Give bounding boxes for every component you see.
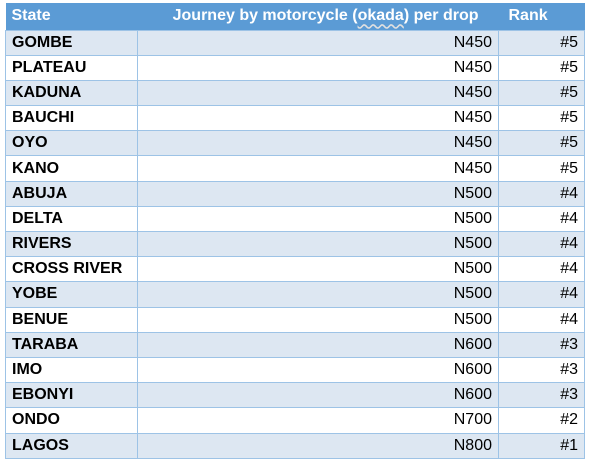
- rank-cell: #5: [498, 130, 585, 157]
- table-body: GOMBE N450 #5 PLATEAU N450 #5 KADUNA N450 #5 BAUC…: [5, 29, 585, 459]
- price-cell: N450: [137, 155, 499, 182]
- price-cell: N500: [137, 180, 499, 207]
- price-cell: N500: [137, 205, 499, 233]
- state-cell: YOBE: [5, 281, 138, 308]
- rank-cell: #2: [498, 407, 585, 434]
- rank-cell: #4: [498, 230, 585, 258]
- price-cell: N450: [137, 79, 499, 107]
- rank-cell: #3: [498, 382, 585, 409]
- table-row: DELTA N500 #4: [5, 205, 585, 233]
- rank-cell: #5: [498, 105, 585, 132]
- state-cell: BENUE: [5, 306, 138, 333]
- table-row: BENUE N500 #4: [5, 306, 585, 333]
- state-cell: OYO: [5, 130, 138, 157]
- header-row: State Journey by motorcycle (okada) per …: [5, 3, 585, 31]
- price-cell: N500: [137, 281, 499, 308]
- header-price-suffix: ) per drop: [403, 7, 479, 25]
- price-cell: N700: [137, 407, 499, 434]
- rank-cell: #4: [498, 256, 585, 283]
- state-cell: KANO: [5, 155, 138, 182]
- table-row: ONDO N700 #2: [5, 407, 585, 434]
- price-cell: N600: [137, 382, 499, 409]
- rank-cell: #5: [498, 29, 585, 56]
- state-cell: BAUCHI: [5, 105, 138, 132]
- rank-cell: #3: [498, 356, 585, 384]
- rank-cell: #3: [498, 331, 585, 358]
- price-cell: N600: [137, 356, 499, 384]
- table-row: LAGOS N800 #1: [5, 432, 585, 459]
- rank-cell: #5: [498, 79, 585, 107]
- rank-cell: #4: [498, 306, 585, 333]
- state-cell: ABUJA: [5, 180, 138, 207]
- state-cell: RIVERS: [5, 230, 138, 258]
- price-cell: N500: [137, 256, 499, 283]
- state-cell: PLATEAU: [5, 54, 138, 81]
- rank-cell: #1: [498, 432, 585, 459]
- state-cell: IMO: [5, 356, 138, 384]
- price-cell: N450: [137, 54, 499, 81]
- table-row: YOBE N500 #4: [5, 281, 585, 308]
- header-price-prefix: Journey by motorcycle (: [172, 7, 358, 25]
- table-row: KADUNA N450 #5: [5, 79, 585, 107]
- rank-cell: #5: [498, 155, 585, 182]
- okada-price-table: State Journey by motorcycle (okada) per …: [5, 3, 585, 459]
- table-row: PLATEAU N450 #5: [5, 54, 585, 81]
- table-row: IMO N600 #3: [5, 356, 585, 384]
- table-row: RIVERS N500 #4: [5, 230, 585, 258]
- table-row: BAUCHI N450 #5: [5, 105, 585, 132]
- table-row: KANO N450 #5: [5, 155, 585, 182]
- header-rank: Rank: [498, 3, 585, 31]
- table-row: GOMBE N450 #5: [5, 29, 585, 56]
- header-price-squiggle-word: okada: [357, 7, 404, 25]
- state-cell: DELTA: [5, 205, 138, 233]
- table-row: EBONYI N600 #3: [5, 382, 585, 409]
- state-cell: ONDO: [5, 407, 138, 434]
- state-cell: CROSS RIVER: [5, 256, 138, 283]
- price-cell: N600: [137, 331, 499, 358]
- table-row: TARABA N600 #3: [5, 331, 585, 358]
- price-cell: N450: [137, 130, 499, 157]
- rank-cell: #4: [498, 180, 585, 207]
- header-price: Journey by motorcycle (okada) per drop: [137, 3, 499, 31]
- state-cell: GOMBE: [5, 29, 138, 56]
- table-row: CROSS RIVER N500 #4: [5, 256, 585, 283]
- rank-cell: #5: [498, 54, 585, 81]
- header-state: State: [5, 3, 138, 31]
- price-table-sheet: State Journey by motorcycle (okada) per …: [5, 3, 585, 459]
- rank-cell: #4: [498, 281, 585, 308]
- state-cell: EBONYI: [5, 382, 138, 409]
- state-cell: LAGOS: [5, 432, 138, 459]
- state-cell: TARABA: [5, 331, 138, 358]
- price-cell: N500: [137, 230, 499, 258]
- price-cell: N500: [137, 306, 499, 333]
- state-cell: KADUNA: [5, 79, 138, 107]
- table-row: ABUJA N500 #4: [5, 180, 585, 207]
- rank-cell: #4: [498, 205, 585, 233]
- table-row: OYO N450 #5: [5, 130, 585, 157]
- price-cell: N800: [137, 432, 499, 459]
- price-cell: N450: [137, 105, 499, 132]
- price-cell: N450: [137, 29, 499, 56]
- table-header: State Journey by motorcycle (okada) per …: [5, 3, 585, 31]
